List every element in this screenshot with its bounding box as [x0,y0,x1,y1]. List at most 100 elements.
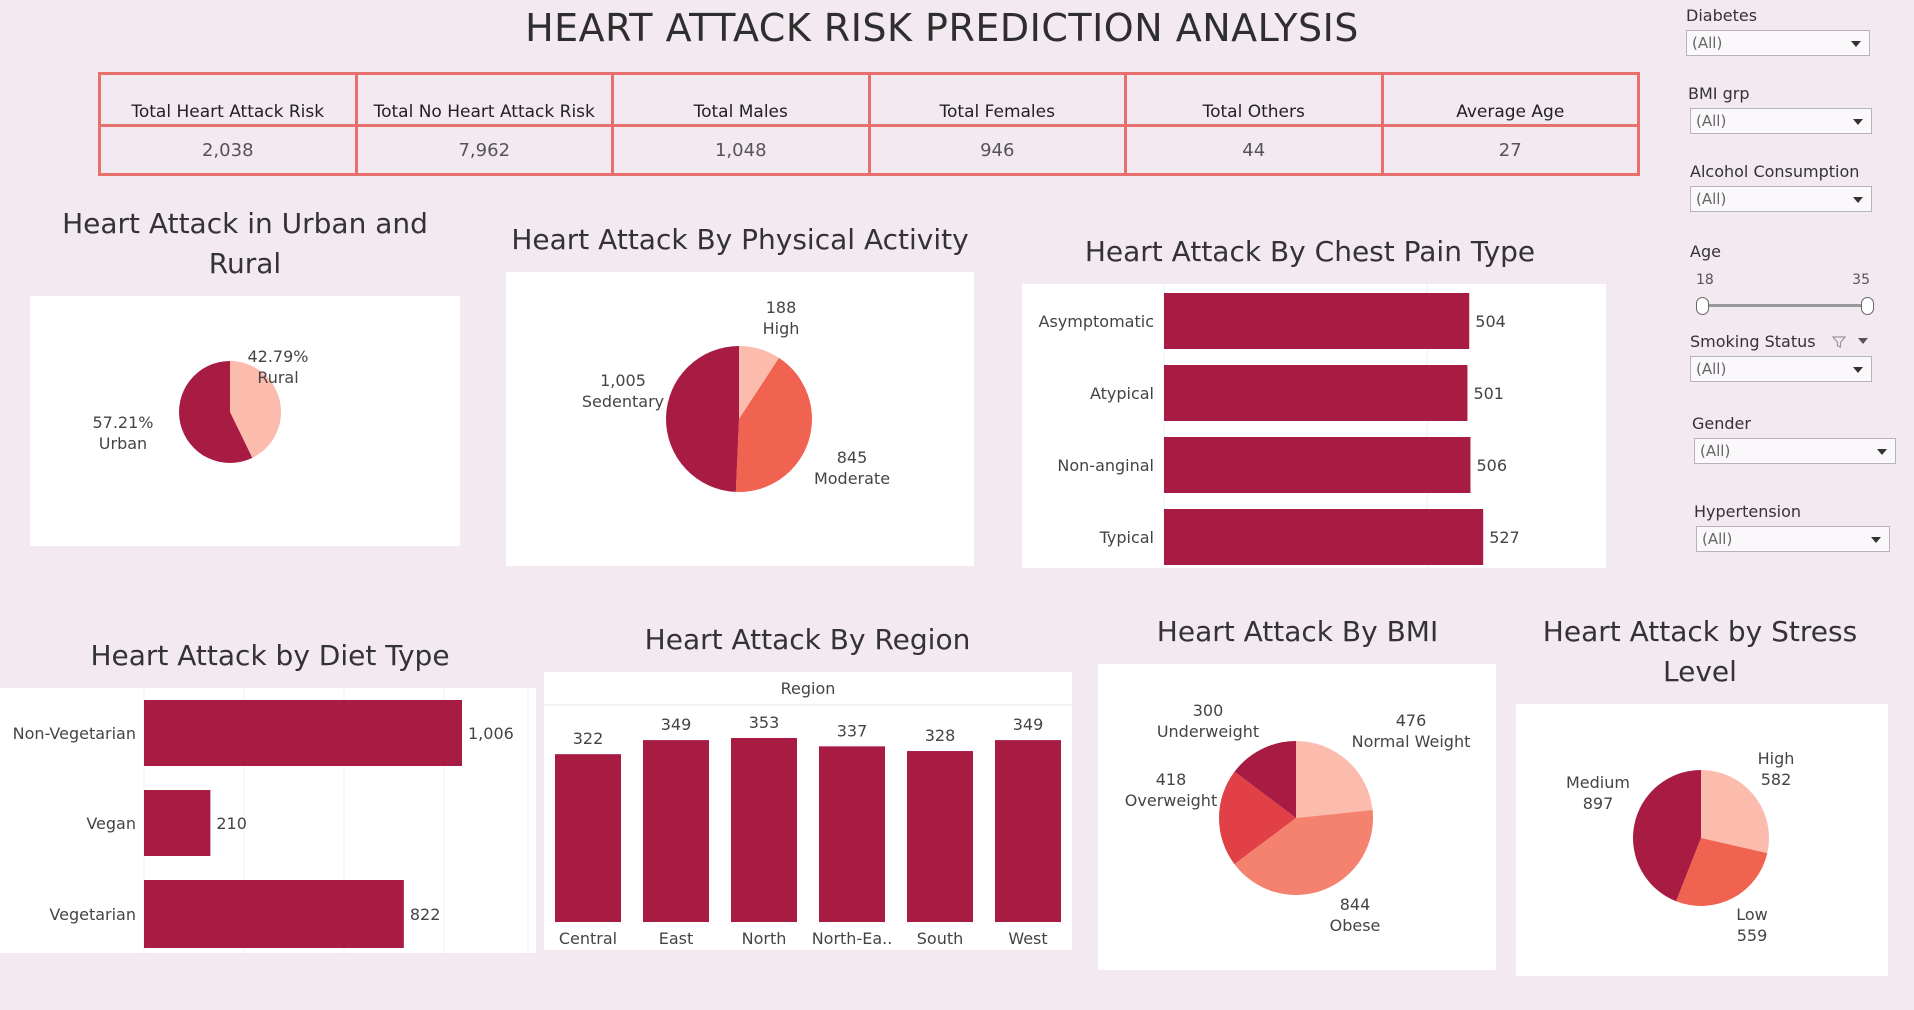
bar [1164,365,1468,421]
category-label: Non-Vegetarian [13,724,136,743]
bar [643,740,709,922]
chart-card-bmi: 476 Normal Weight 844 Obese 418 Overweight 300… [1098,664,1496,970]
value-label: 349 [1013,715,1044,734]
dropdown-value: (All) [1696,360,1727,378]
chevron-down-icon [1853,197,1863,203]
chart-card-diet: Non-Vegetarian 1,006 Vegan 210 Vegetarian 822 [0,688,671,953]
kpi-value: 1,048 [714,139,767,161]
bar [995,740,1061,922]
slice-label: Underweight [1157,722,1259,741]
region-bar-chart: Region 322 Central 349 East 353 North 337 North-… [544,679,1072,948]
kpi-average-age: Average Age 27 [1383,75,1637,173]
chevron-down-icon [1853,119,1863,125]
value-label: 322 [573,729,604,748]
chevron-down-icon[interactable] [1858,338,1868,344]
slice-label: 300 [1193,701,1224,720]
kpi-value: 7,962 [458,139,511,161]
chest-pain-bar-chart: Asymptomatic 504 Atypical 501 Non-anginal 506… [1039,284,1691,568]
value-label: 210 [216,814,247,833]
filter-label-smoking: Smoking Status [1690,332,1816,351]
value-label: 349 [661,715,692,734]
bar [144,700,462,766]
alcohol-consumption-dropdown[interactable]: (All) [1690,186,1872,212]
filter-label-bmi-grp: BMI grp [1688,84,1750,103]
category-label: Vegan [86,814,136,833]
category-label: North-Ea.. [812,929,893,948]
dropdown-value: (All) [1692,34,1723,52]
slice-label: Medium [1566,773,1630,792]
chart-title-urban-rural: Heart Attack in Urban and Rural [62,207,428,280]
slice-label: Moderate [814,469,890,488]
value-label: 353 [749,713,780,732]
slice-label: Obese [1330,916,1381,935]
chart-title-physical-activity: Heart Attack By Physical Activity [511,223,969,256]
pie-slice [230,361,281,458]
age-range-slider[interactable]: 18 35 [1696,270,1876,318]
pie-slice [1219,771,1296,865]
bar [1164,509,1484,565]
slice-label: 897 [1583,794,1614,813]
category-label: Atypical [1090,384,1154,403]
pie-slice [179,361,253,463]
category-label: West [1008,929,1047,948]
slider-handle-max[interactable] [1861,297,1874,315]
slice-label: 582 [1761,770,1792,789]
slice-label: 844 [1340,895,1371,914]
age-min-label: 18 [1696,272,1714,288]
slice-label: High [763,319,800,338]
bar [819,746,885,922]
filter-icon[interactable] [1831,334,1847,348]
filter-label-alcohol: Alcohol Consumption [1690,162,1860,181]
bmi-grp-dropdown[interactable]: (All) [1690,108,1872,134]
chart-card-stress: High 582 Low 559 Medium 897 [1516,704,1888,976]
value-label: 506 [1476,456,1507,475]
hypertension-dropdown[interactable]: (All) [1696,526,1890,552]
slice-label: Low [1736,905,1768,924]
filter-label-diabetes: Diabetes [1686,6,1758,25]
category-label: North [742,929,787,948]
pie-slice [1701,770,1769,854]
slice-label: 42.79% [247,347,308,366]
urban-rural-pie: 42.79% Rural 57.21% Urban [92,347,309,463]
chart-title-region: Heart Attack By Region [644,623,971,656]
pie-slice [739,346,779,419]
bar [555,754,621,922]
slice-label: Rural [257,368,298,387]
pie-slice [1234,741,1296,818]
kpi-total-risk: Total Heart Attack Risk 2,038 [101,75,358,173]
slider-handle-min[interactable] [1696,297,1709,315]
chevron-down-icon [1877,449,1887,455]
filter-label-gender: Gender [1692,414,1751,433]
kpi-value: 2,038 [201,139,254,161]
bar [144,880,404,948]
kpi-value: 44 [1242,139,1266,161]
page-title: HEART ATTACK RISK PREDICTION ANALYSIS [525,6,1359,50]
dropdown-value: (All) [1700,442,1731,460]
diabetes-dropdown[interactable]: (All) [1686,30,1870,56]
value-label: 1,006 [468,724,514,743]
bar [731,738,797,922]
filter-label-age: Age [1690,242,1721,261]
dropdown-value: (All) [1702,530,1733,548]
gender-dropdown[interactable]: (All) [1694,438,1896,464]
pie-slice [666,346,739,492]
chart-title-bmi: Heart Attack By BMI [1156,615,1439,648]
slice-label: 476 [1396,711,1427,730]
category-label: Asymptomatic [1039,312,1154,331]
bar [1164,437,1471,493]
value-label: 328 [925,726,956,745]
value-label: 527 [1489,528,1520,547]
chart-title-stress: Heart Attack by Stress Level [1542,615,1858,688]
value-label: 501 [1473,384,1504,403]
kpi-value: 27 [1498,139,1522,161]
kpi-total-others: Total Others 44 [1127,75,1384,173]
smoking-status-dropdown[interactable]: (All) [1690,356,1872,382]
category-label: Typical [1099,528,1154,547]
chevron-down-icon [1851,41,1861,47]
age-max-label: 35 [1852,272,1870,288]
slice-label: High [1758,749,1795,768]
chevron-down-icon [1871,537,1881,543]
chart-card-physical-activity: 188 High 845 Moderate 1,005 Sedentary [506,272,974,566]
value-label: 822 [410,905,441,924]
slice-label: Normal Weight [1352,732,1471,751]
